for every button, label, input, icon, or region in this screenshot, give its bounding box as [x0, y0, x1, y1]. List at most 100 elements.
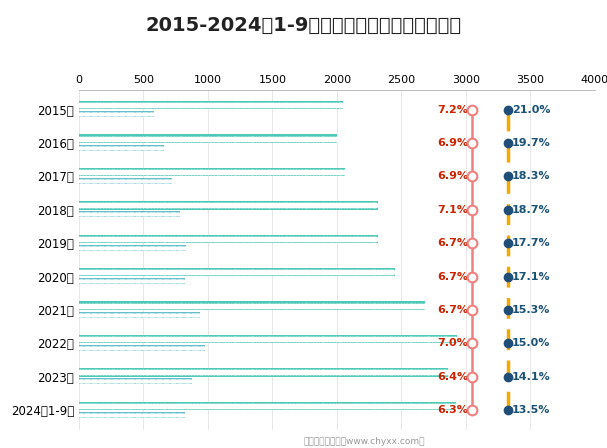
- Point: [92, 302, 102, 309]
- Point: [89, 278, 99, 285]
- Point: [200, 269, 210, 276]
- Point: [427, 336, 437, 343]
- Point: [118, 102, 127, 109]
- Point: [101, 102, 110, 109]
- Point: [78, 336, 88, 343]
- Point: [157, 345, 166, 352]
- Point: [178, 402, 188, 409]
- Point: [251, 168, 261, 176]
- Point: [115, 102, 125, 109]
- Point: [385, 369, 395, 376]
- Point: [178, 102, 188, 109]
- Point: [175, 235, 185, 242]
- Point: [166, 311, 175, 318]
- Point: [226, 102, 236, 109]
- Point: [234, 135, 244, 142]
- Point: [257, 336, 267, 343]
- Point: [109, 402, 119, 409]
- Point: [138, 168, 148, 176]
- Text: 6.7%: 6.7%: [438, 305, 469, 315]
- Point: [371, 369, 381, 376]
- Point: [173, 211, 183, 218]
- Point: [107, 244, 117, 251]
- Point: [342, 235, 352, 242]
- Point: [441, 402, 451, 409]
- Point: [382, 336, 392, 343]
- Point: [173, 311, 183, 318]
- Point: [348, 369, 358, 376]
- Point: [206, 336, 215, 343]
- Point: [177, 244, 187, 251]
- Point: [98, 168, 108, 176]
- Point: [200, 135, 210, 142]
- Point: [348, 336, 358, 343]
- Point: [311, 369, 320, 376]
- Point: [254, 102, 264, 109]
- Point: [399, 336, 409, 343]
- Point: [362, 402, 372, 409]
- Point: [410, 369, 420, 376]
- Point: [101, 211, 110, 218]
- Point: [334, 102, 344, 109]
- Point: [78, 211, 87, 218]
- Text: 15.0%: 15.0%: [512, 338, 550, 348]
- Point: [308, 235, 318, 242]
- Point: [82, 211, 92, 218]
- Point: [200, 102, 210, 109]
- Point: [84, 211, 94, 218]
- Bar: [79, 134, 337, 143]
- Point: [268, 135, 278, 142]
- Point: [175, 311, 185, 318]
- Point: [124, 135, 134, 142]
- Point: [200, 336, 210, 343]
- Point: [263, 135, 273, 142]
- Point: [115, 345, 124, 352]
- Point: [240, 269, 249, 276]
- Point: [144, 102, 154, 109]
- Point: [371, 269, 381, 276]
- Point: [90, 302, 100, 309]
- Point: [195, 202, 205, 209]
- Point: [308, 402, 318, 409]
- Point: [157, 311, 166, 318]
- Point: [168, 411, 178, 418]
- Point: [126, 269, 136, 276]
- Point: [305, 102, 315, 109]
- Point: [189, 168, 198, 176]
- Point: [107, 177, 117, 185]
- Point: [138, 102, 148, 109]
- Point: [325, 336, 335, 343]
- Point: [180, 345, 189, 352]
- Point: [322, 202, 332, 209]
- Point: [147, 278, 157, 285]
- Point: [126, 302, 136, 309]
- Point: [129, 177, 138, 185]
- Point: [87, 278, 97, 285]
- Point: [149, 235, 159, 242]
- Point: [166, 168, 176, 176]
- Point: [263, 302, 273, 309]
- Point: [325, 269, 335, 276]
- Point: [229, 102, 239, 109]
- Point: [180, 336, 190, 343]
- Point: [129, 278, 138, 285]
- Point: [231, 369, 241, 376]
- Point: [405, 402, 415, 409]
- Point: [314, 135, 324, 142]
- Point: [300, 302, 310, 309]
- Point: [92, 278, 101, 285]
- Point: [175, 269, 185, 276]
- Point: [439, 369, 449, 376]
- Point: [132, 102, 142, 109]
- Point: [356, 235, 366, 242]
- Point: [161, 244, 171, 251]
- Text: 18.3%: 18.3%: [512, 172, 550, 181]
- Point: [135, 302, 145, 309]
- Point: [98, 402, 108, 409]
- Point: [101, 302, 110, 309]
- Point: [147, 211, 157, 218]
- Point: [109, 235, 119, 242]
- Point: [180, 135, 190, 142]
- Point: [106, 378, 115, 385]
- Point: [297, 402, 307, 409]
